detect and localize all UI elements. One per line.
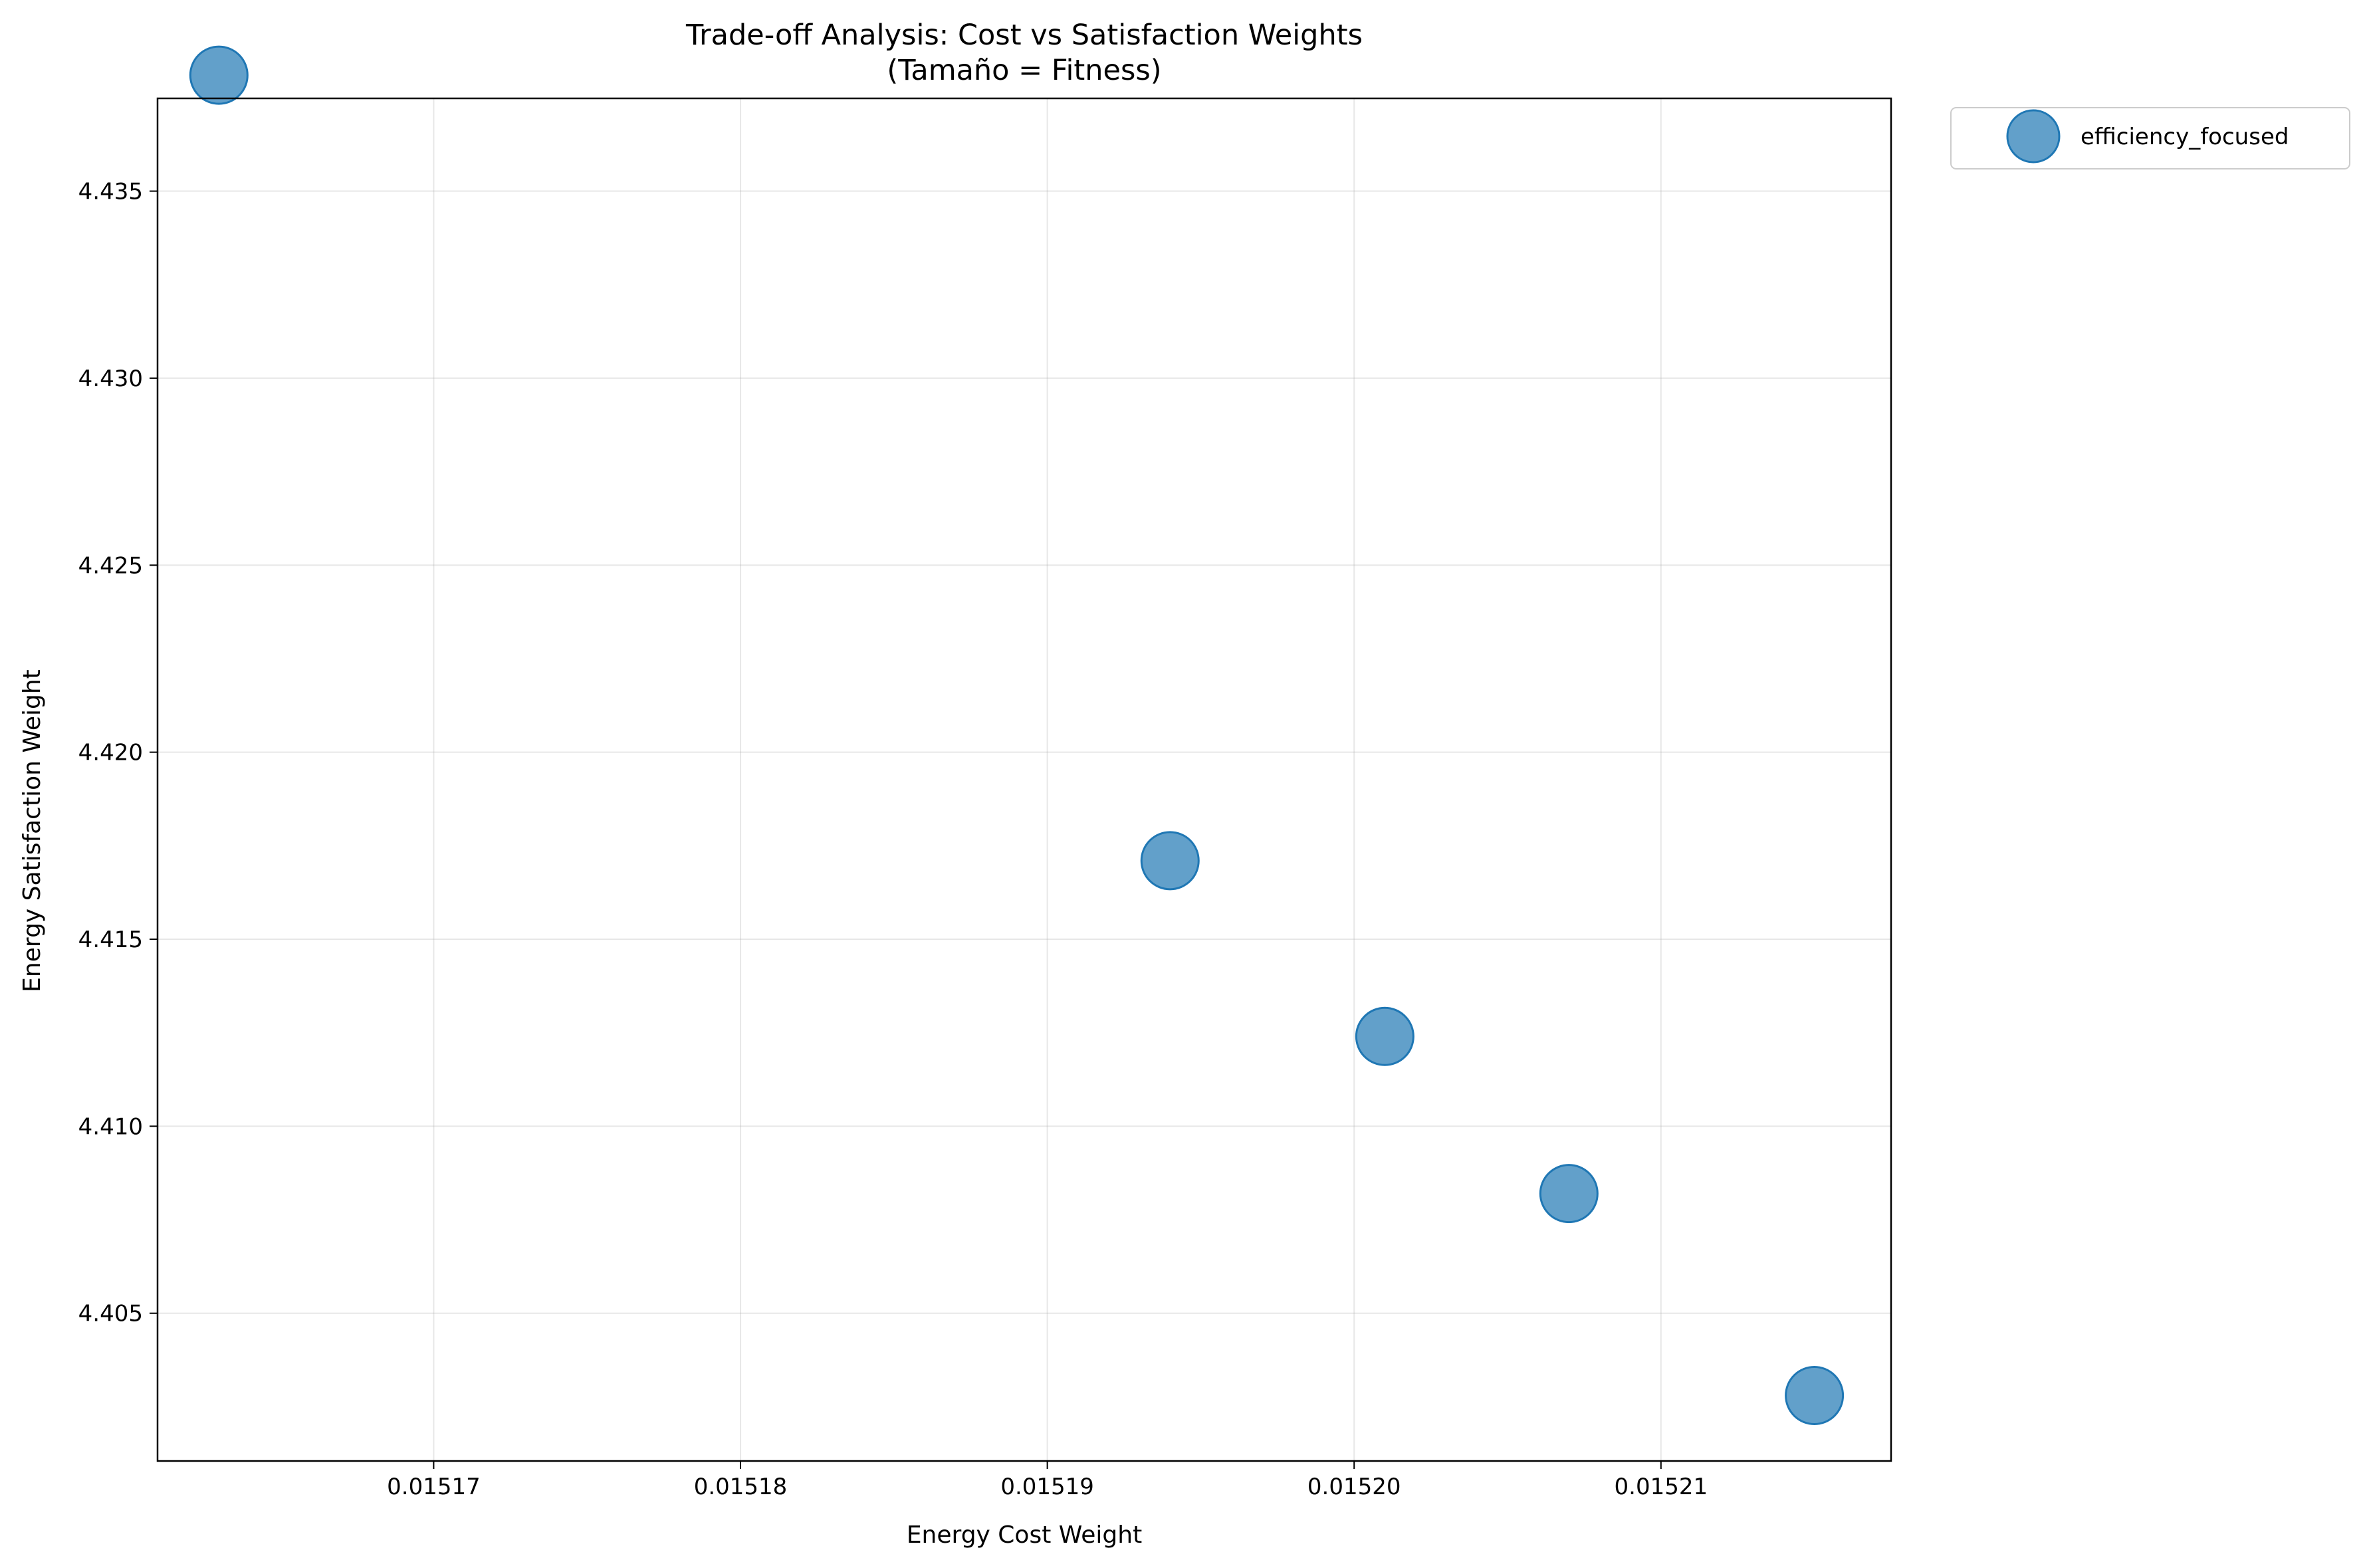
y-tick-label: 4.415 bbox=[78, 927, 143, 953]
y-tick-label: 4.425 bbox=[78, 552, 143, 579]
scatter-point bbox=[1140, 831, 1200, 891]
scatter-point bbox=[1539, 1164, 1599, 1224]
y-tick-label: 4.420 bbox=[78, 740, 143, 766]
scatter-point bbox=[1355, 1006, 1414, 1066]
plot-frame bbox=[156, 97, 1892, 1462]
chart-subtitle: (Tamaño = Fitness) bbox=[887, 54, 1161, 87]
x-tick-label: 0.01519 bbox=[1000, 1474, 1094, 1500]
scatter-point bbox=[189, 45, 249, 105]
ticks-layer: 0.01517 0.01518 0.01519 0.01520 0.01521 4.405… bbox=[78, 179, 1708, 1500]
x-tick-label: 0.01521 bbox=[1615, 1474, 1708, 1500]
x-tick-label: 0.01517 bbox=[387, 1474, 481, 1500]
chart-title: Trade-off Analysis: Cost vs Satisfaction… bbox=[685, 19, 1363, 52]
y-tick-label: 4.410 bbox=[78, 1113, 143, 1140]
legend-label-efficiency-focused: efficiency_focused bbox=[2081, 124, 2289, 150]
y-tick-label: 4.435 bbox=[78, 179, 143, 205]
legend: efficiency_focused bbox=[1950, 107, 2350, 169]
y-tick-label: 4.405 bbox=[78, 1301, 143, 1327]
scatter-point bbox=[1785, 1366, 1845, 1426]
y-axis-label: Energy Satisfaction Weight bbox=[19, 669, 46, 992]
x-tick-label: 0.01518 bbox=[694, 1474, 788, 1500]
y-tick-label: 4.430 bbox=[78, 366, 143, 392]
x-tick-label: 0.01520 bbox=[1307, 1474, 1401, 1500]
grid-layer bbox=[158, 98, 1891, 1461]
legend-marker bbox=[2006, 109, 2061, 164]
x-axis-label: Energy Cost Weight bbox=[907, 1521, 1142, 1549]
points-layer bbox=[189, 45, 1845, 1426]
